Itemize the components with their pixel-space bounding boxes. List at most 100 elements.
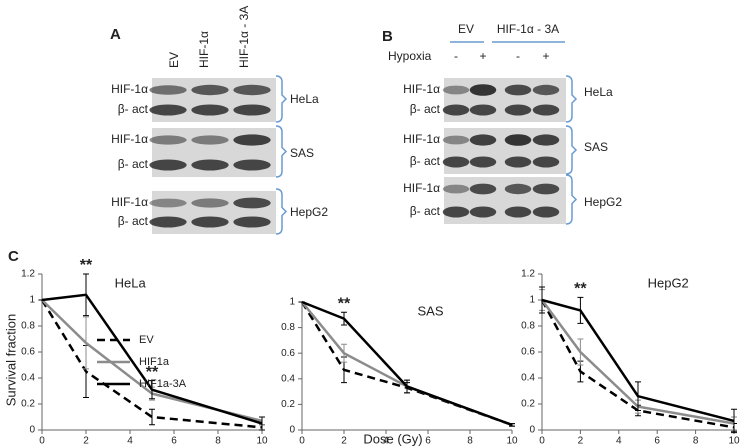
legend-label: EV: [139, 334, 154, 346]
bracket: [275, 75, 288, 123]
band: [191, 159, 229, 171]
series-line: [540, 299, 735, 429]
row-label: β- act: [410, 154, 441, 168]
y-tick-label: 0.4: [521, 373, 535, 384]
panel-letter: C: [8, 248, 19, 265]
x-tick-label: 4: [616, 436, 622, 447]
chart-title: HepG2: [648, 275, 689, 290]
band: [469, 84, 497, 96]
y-tick-label: 1.2: [521, 269, 535, 280]
band: [532, 104, 560, 116]
band: [233, 134, 271, 146]
bracket: [275, 125, 288, 178]
error-bar: [341, 311, 347, 326]
x-tick-label: 10: [256, 436, 268, 447]
y-tick-label: 0.2: [281, 399, 295, 410]
band: [149, 216, 187, 228]
row-label: β- act: [118, 214, 149, 228]
bracket: [565, 125, 578, 175]
legend-label: HIF1a-3A: [139, 378, 187, 390]
band: [442, 85, 470, 95]
error-bar: [731, 408, 737, 434]
significance: **: [146, 364, 159, 381]
band: [504, 156, 532, 168]
band: [469, 206, 497, 218]
error-bar: [149, 408, 155, 426]
error-bar: [509, 423, 515, 427]
y-tick-label: 0.8: [521, 321, 535, 332]
band: [191, 104, 229, 116]
cell-line-label: HeLa: [290, 92, 319, 106]
bracket: [565, 75, 578, 123]
x-tick-label: 6: [171, 436, 177, 447]
hypoxia-mark: +: [542, 49, 549, 63]
y-tick-label: 0.2: [21, 399, 35, 410]
significance: **: [574, 281, 587, 298]
row-label: HIF-1α: [111, 82, 148, 96]
error-bar: [577, 296, 584, 324]
cell-line-label: HeLa: [584, 85, 613, 99]
band: [532, 183, 560, 195]
column-label: HIF-1α: [197, 31, 211, 68]
series-line: [300, 301, 513, 427]
error-bar: [539, 286, 545, 314]
band: [149, 198, 187, 208]
band: [504, 134, 532, 146]
x-tick-label: 0: [539, 436, 545, 447]
band: [442, 104, 470, 116]
band: [149, 135, 187, 145]
column-label: EV: [167, 52, 181, 68]
row-label: β- act: [410, 204, 441, 218]
y-tick-label: 0.4: [281, 373, 295, 384]
x-tick-label: 4: [127, 436, 133, 447]
band: [442, 156, 470, 168]
y-tick-label: 0.2: [521, 399, 535, 410]
series-line: [40, 299, 263, 429]
y-tick-label: 0: [289, 425, 295, 436]
error-bar: [259, 416, 265, 431]
hypoxia-mark: -: [516, 49, 520, 63]
x-tick-label: 2: [341, 436, 347, 447]
series-line: [301, 301, 513, 427]
band: [191, 135, 229, 145]
y-tick-label: 0.8: [21, 321, 35, 332]
series-line: [301, 300, 513, 427]
band: [532, 134, 560, 146]
hypoxia-mark: -: [454, 49, 458, 63]
row-label: HIF-1α: [403, 132, 440, 146]
band: [191, 198, 229, 208]
y-tick-label: 1: [529, 295, 535, 306]
x-tick-label: 8: [215, 436, 221, 447]
cell-line-label: HepG2: [584, 195, 622, 209]
band: [469, 134, 497, 146]
row-label: HIF-1α: [111, 132, 148, 146]
error-bar: [83, 273, 89, 317]
error-bar: [635, 381, 641, 411]
x-tick-label: 0: [299, 436, 305, 447]
band: [532, 156, 560, 168]
hypoxia-mark: +: [479, 49, 486, 63]
series-line: [41, 293, 263, 425]
band: [504, 104, 532, 116]
chart-title: HeLa: [115, 275, 147, 290]
cell-line-label: SAS: [584, 140, 608, 154]
row-label: HIF-1α: [403, 82, 440, 96]
band: [233, 104, 271, 116]
significance: **: [338, 295, 351, 312]
x-tick-label: 0: [39, 436, 45, 447]
series-line: [540, 299, 735, 425]
significance: **: [80, 257, 93, 274]
y-tick-label: 0.6: [21, 347, 35, 358]
band: [469, 104, 497, 116]
error-bar: [404, 379, 410, 394]
header-label: HIF-1α - 3A: [497, 22, 559, 36]
band: [532, 84, 560, 96]
band: [504, 206, 532, 218]
band: [233, 216, 271, 228]
band: [149, 104, 187, 116]
x-tick-label: 8: [693, 436, 699, 447]
panel-letter: A: [110, 26, 121, 43]
band: [504, 84, 532, 96]
row-label: β- act: [410, 102, 441, 116]
